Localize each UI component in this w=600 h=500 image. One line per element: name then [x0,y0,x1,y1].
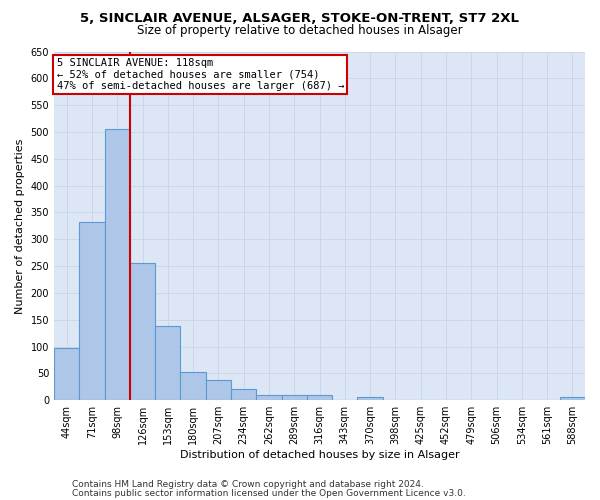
Bar [181,372,206,400]
Text: 5 SINCLAIR AVENUE: 118sqm
← 52% of detached houses are smaller (754)
47% of semi: 5 SINCLAIR AVENUE: 118sqm ← 52% of detac… [56,58,344,91]
Text: Size of property relative to detached houses in Alsager: Size of property relative to detached ho… [137,24,463,37]
Bar [54,348,79,400]
Y-axis label: Number of detached properties: Number of detached properties [15,138,25,314]
Bar [130,264,155,400]
Bar [560,397,585,400]
Bar [358,397,383,400]
Bar [307,395,332,400]
Bar [104,130,130,400]
Bar [281,395,307,400]
Text: Contains public sector information licensed under the Open Government Licence v3: Contains public sector information licen… [72,488,466,498]
Bar [256,395,281,400]
Bar [155,326,181,400]
Text: Contains HM Land Registry data © Crown copyright and database right 2024.: Contains HM Land Registry data © Crown c… [72,480,424,489]
Bar [79,222,104,400]
Text: 5, SINCLAIR AVENUE, ALSAGER, STOKE-ON-TRENT, ST7 2XL: 5, SINCLAIR AVENUE, ALSAGER, STOKE-ON-TR… [80,12,520,26]
Bar [231,389,256,400]
Bar [206,380,231,400]
X-axis label: Distribution of detached houses by size in Alsager: Distribution of detached houses by size … [180,450,460,460]
